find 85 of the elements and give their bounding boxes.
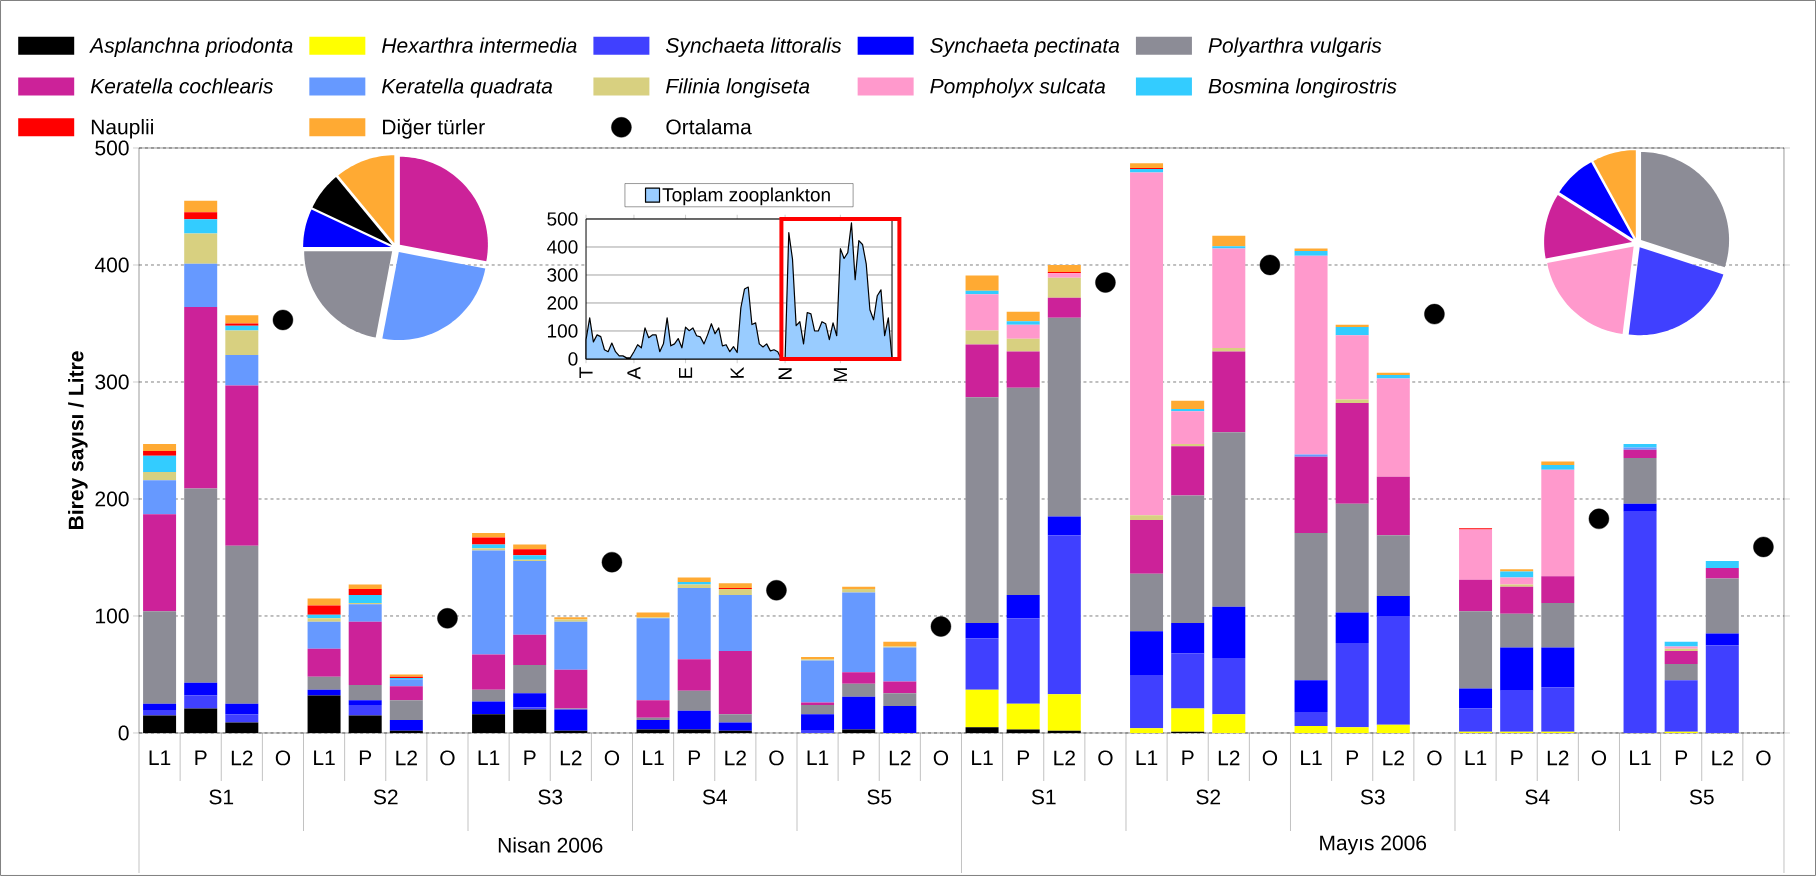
legend-label: Asplanchna priodonta	[89, 37, 293, 58]
x-tick-label: O	[1098, 750, 1113, 766]
legend-label: Bosmina longirostris	[1208, 78, 1397, 98]
x-tick-label: L2	[1218, 750, 1240, 766]
x-tick-label: L2	[1054, 750, 1075, 766]
y-tick-label: 100	[96, 608, 129, 624]
x-tick-label: O	[275, 750, 291, 766]
x-tick-label: O	[1427, 750, 1442, 766]
legend-label: Toplam zooplankton	[662, 187, 830, 206]
x-tick-label: L1	[643, 750, 664, 765]
y-tick-label: 500	[95, 140, 129, 156]
legend-label: Keratella cochlearis	[90, 78, 273, 94]
x-tick-label: T	[579, 367, 593, 378]
x-tick-label: P	[1511, 750, 1523, 765]
legend-label: Diğer türler	[383, 118, 485, 139]
x-tick-label: O	[440, 750, 455, 766]
text: S3	[1360, 789, 1385, 805]
legend-label: Pompholyx sulcata	[930, 78, 1106, 98]
x-tick-label: P	[688, 750, 701, 765]
x-tick-label: P	[1675, 750, 1688, 765]
x-tick-label: L2	[889, 750, 911, 766]
text: Mayıs 2006	[1320, 835, 1427, 855]
x-tick-label: L1	[314, 750, 335, 765]
legend-label: Hexarthra intermedia	[381, 37, 577, 53]
x-tick-label: L2	[560, 750, 582, 766]
legend-label: Keratella quadrata	[381, 78, 553, 98]
x-tick-label: L2	[1547, 750, 1569, 766]
y-tick-label: 0	[118, 725, 129, 741]
x-tick-label: A	[627, 366, 641, 380]
text: S1	[209, 789, 234, 805]
x-tick-label: L1	[1630, 750, 1651, 765]
y-tick-label: 0	[568, 352, 578, 366]
x-tick-label: L2	[231, 750, 253, 766]
x-tick-label: O	[1262, 750, 1278, 766]
x-tick-label: K	[730, 366, 744, 378]
x-tick-label: L1	[1136, 750, 1158, 765]
legend-label: Polyarthra vulgaris	[1208, 37, 1382, 58]
text: Nisan 2006	[498, 837, 603, 853]
x-tick-label: P	[1182, 750, 1194, 765]
text: S3	[538, 789, 563, 805]
x-tick-label: O	[1591, 750, 1607, 766]
x-tick-label: N	[778, 368, 792, 379]
x-tick-label: O	[769, 750, 784, 766]
legend-label: Nauplii	[91, 118, 153, 139]
x-tick-label: L1	[1301, 750, 1322, 765]
text: S4	[1525, 789, 1550, 805]
legend-label: Synchaeta littoralis	[665, 37, 842, 58]
x-tick-label: P	[1346, 750, 1359, 765]
x-tick-label: L1	[972, 750, 993, 765]
y-tick-label: 200	[547, 296, 578, 310]
legend-label: Filinia longiseta	[666, 78, 810, 98]
x-tick-label: L1	[478, 750, 500, 765]
x-tick-label: P	[195, 750, 207, 765]
x-tick-label: P	[524, 750, 536, 765]
x-tick-label: L1	[807, 750, 829, 765]
text: S4	[702, 789, 727, 805]
legend-label: Ortalama	[666, 118, 752, 135]
x-tick-label: O	[604, 750, 620, 766]
x-tick-label: O	[1756, 750, 1771, 766]
y-tick-label: 400	[546, 240, 578, 254]
x-tick-label: L2	[1712, 750, 1733, 766]
y-tick-label: 300	[547, 268, 578, 282]
x-tick-label: P	[359, 750, 372, 765]
text: S2	[1196, 789, 1221, 805]
x-tick-label: O	[933, 750, 949, 766]
y-tick-label: 400	[94, 257, 129, 273]
x-tick-label: L2	[1383, 750, 1404, 766]
x-tick-label: L1	[149, 750, 171, 765]
x-tick-label: P	[853, 750, 865, 765]
y-tick-label: 200	[95, 491, 129, 507]
x-tick-label: L1	[1465, 750, 1487, 765]
y-tick-label: 100	[548, 324, 578, 338]
x-tick-label: L2	[725, 750, 746, 766]
x-tick-label: L2	[396, 750, 417, 766]
x-tick-label: M	[833, 368, 847, 382]
y-tick-label: 500	[547, 212, 578, 226]
legend-label: Synchaeta pectinata	[930, 37, 1120, 58]
y-axis-title: Birey sayısı / Litre	[68, 351, 88, 529]
x-tick-label: P	[1017, 750, 1030, 765]
x-tick-label: E	[679, 367, 693, 378]
text: S2	[373, 789, 398, 805]
text: S1	[1031, 789, 1056, 805]
text: S5	[867, 789, 892, 805]
text: S5	[1689, 789, 1714, 805]
y-tick-label: 300	[95, 374, 129, 390]
